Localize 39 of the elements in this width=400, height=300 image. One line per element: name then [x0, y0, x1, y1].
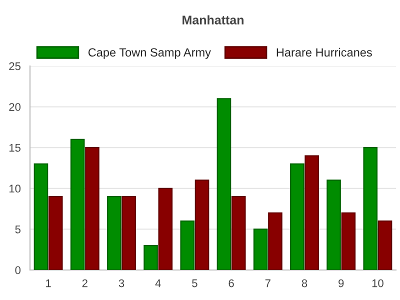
y-tick-label: 25	[9, 62, 21, 70]
x-tick-label: 8	[302, 279, 308, 288]
y-tick-label: 20	[9, 103, 21, 111]
y-tick-label: 5	[15, 226, 21, 234]
bar	[253, 228, 268, 270]
bar	[70, 138, 85, 270]
x-tick-label: 2	[82, 279, 88, 288]
bar	[107, 196, 122, 270]
x-tick-label: 10	[372, 279, 384, 288]
chart-title: Manhattan	[182, 15, 244, 24]
x-tick-label: 1	[46, 279, 51, 288]
legend-label: Cape Town Samp Army	[88, 48, 211, 59]
bar	[122, 196, 136, 270]
y-tick-label: 10	[9, 184, 21, 193]
bar	[144, 244, 158, 270]
x-tick-label: 3	[118, 279, 124, 288]
bar	[268, 212, 282, 270]
x-tick-label: 4	[155, 279, 161, 288]
bar	[341, 212, 356, 270]
x-tick-label: 7	[265, 279, 270, 288]
x-tick-label: 9	[338, 279, 344, 288]
bar	[304, 155, 319, 270]
bar	[85, 147, 100, 270]
x-tick-label: 6	[228, 279, 234, 288]
bar	[48, 196, 63, 270]
x-tick-label: 5	[192, 279, 198, 288]
bar	[378, 220, 392, 270]
bar	[158, 188, 173, 270]
bar	[290, 163, 304, 270]
bar	[231, 196, 246, 270]
bar	[194, 180, 210, 270]
bar	[326, 180, 341, 270]
bar	[363, 147, 378, 270]
bar	[180, 220, 195, 270]
y-tick-label: 0	[15, 266, 21, 274]
bar	[34, 163, 48, 270]
legend-label: Harare Hurricanes	[276, 48, 372, 57]
bar	[216, 98, 232, 270]
y-tick-label: 15	[9, 144, 21, 152]
